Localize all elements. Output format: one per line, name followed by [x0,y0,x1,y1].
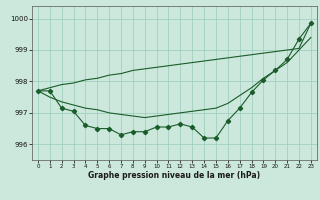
X-axis label: Graphe pression niveau de la mer (hPa): Graphe pression niveau de la mer (hPa) [88,171,260,180]
